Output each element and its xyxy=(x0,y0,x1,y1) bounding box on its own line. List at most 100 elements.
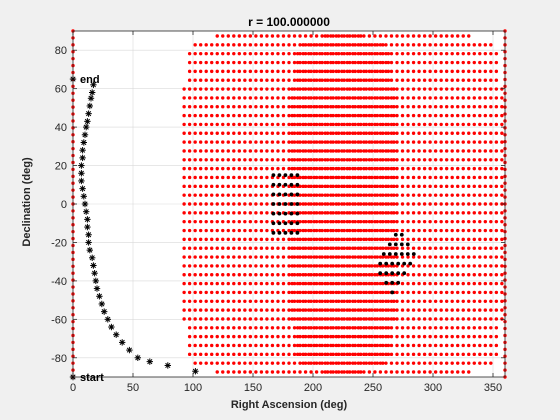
grid-point xyxy=(483,113,488,118)
grid-point xyxy=(182,105,186,109)
grid-point xyxy=(193,308,197,312)
grid-point xyxy=(336,51,341,56)
highlight-point xyxy=(402,261,407,266)
grid-point xyxy=(489,219,493,224)
grid-point xyxy=(353,34,357,38)
grid-point xyxy=(298,273,302,277)
grid-point xyxy=(340,246,344,250)
path-star-marker xyxy=(126,346,133,354)
grid-point xyxy=(381,273,385,277)
grid-point xyxy=(348,140,352,144)
grid-point xyxy=(395,352,399,357)
grid-point xyxy=(298,184,302,189)
grid-point xyxy=(303,299,308,303)
grid-point xyxy=(384,211,388,215)
grid-point xyxy=(306,149,311,153)
grid-point xyxy=(378,334,383,339)
grid-point xyxy=(356,149,361,153)
grid-point xyxy=(467,202,471,206)
grid-point xyxy=(433,370,438,374)
grid-point xyxy=(384,158,388,162)
grid-point xyxy=(221,122,225,127)
grid-point xyxy=(336,96,341,100)
grid-point xyxy=(334,343,338,348)
grid-point xyxy=(428,175,432,180)
grid-point xyxy=(411,273,416,277)
grid-point xyxy=(444,281,449,286)
grid-point xyxy=(292,166,297,171)
grid-point xyxy=(320,352,324,357)
grid-point xyxy=(276,326,280,330)
grid-point xyxy=(483,308,488,312)
grid-point xyxy=(325,149,330,153)
grid-point xyxy=(428,290,432,295)
grid-point xyxy=(323,352,327,357)
grid-point xyxy=(309,228,313,233)
grid-point xyxy=(342,343,346,348)
grid-point xyxy=(359,202,363,206)
grid-point xyxy=(221,334,225,339)
x-tick-label: 150 xyxy=(244,382,262,394)
grid-point xyxy=(406,264,410,268)
grid-point xyxy=(456,166,460,171)
grid-point xyxy=(248,166,253,171)
grid-point xyxy=(384,246,388,250)
grid-point xyxy=(309,166,313,171)
grid-point xyxy=(364,51,368,56)
grid-point xyxy=(265,343,269,348)
grid-point xyxy=(345,105,350,109)
grid-point xyxy=(226,370,230,374)
grid-point xyxy=(329,140,333,144)
grid-point xyxy=(187,352,192,357)
grid-point xyxy=(395,105,399,109)
grid-point xyxy=(248,193,253,197)
grid-point xyxy=(323,281,327,286)
grid-point xyxy=(237,149,242,153)
grid-point xyxy=(295,264,300,268)
grid-point xyxy=(381,308,385,312)
grid-point xyxy=(187,343,192,348)
grid-point xyxy=(467,246,471,250)
grid-point xyxy=(456,87,460,91)
highlight-point xyxy=(277,192,282,197)
star-stroke xyxy=(94,285,100,292)
grid-point xyxy=(348,43,352,47)
grid-point xyxy=(243,193,247,197)
grid-point xyxy=(334,317,338,321)
highlight-point xyxy=(283,211,288,216)
grid-point xyxy=(329,96,333,100)
grid-point xyxy=(428,184,432,189)
grid-point xyxy=(483,326,488,330)
grid-point xyxy=(367,149,372,153)
grid-point xyxy=(265,299,269,303)
grid-point xyxy=(439,246,443,250)
grid-point xyxy=(381,87,385,91)
grid-point xyxy=(348,308,352,312)
grid-point xyxy=(237,158,242,162)
grid-point xyxy=(433,140,438,144)
highlight-point xyxy=(402,271,407,276)
grid-point xyxy=(500,166,504,171)
grid-point xyxy=(450,131,454,135)
grid-point xyxy=(309,87,313,91)
grid-point xyxy=(320,122,324,127)
grid-point xyxy=(290,158,294,162)
grid-point xyxy=(483,60,488,65)
grid-point xyxy=(395,113,399,118)
grid-point xyxy=(392,211,396,215)
grid-point xyxy=(395,78,399,82)
grid-point xyxy=(318,105,322,109)
star-stroke xyxy=(82,201,88,207)
grid-point xyxy=(243,219,247,224)
grid-point xyxy=(428,308,432,312)
grid-point xyxy=(370,281,374,286)
grid-point xyxy=(331,122,335,127)
grid-point xyxy=(362,140,366,144)
grid-point xyxy=(433,78,438,82)
grid-point xyxy=(428,299,432,303)
path-star-marker xyxy=(146,358,154,365)
grid-point xyxy=(367,299,372,303)
grid-point xyxy=(226,140,230,144)
y-tick-label: 40 xyxy=(55,122,67,134)
grid-point xyxy=(210,299,214,303)
